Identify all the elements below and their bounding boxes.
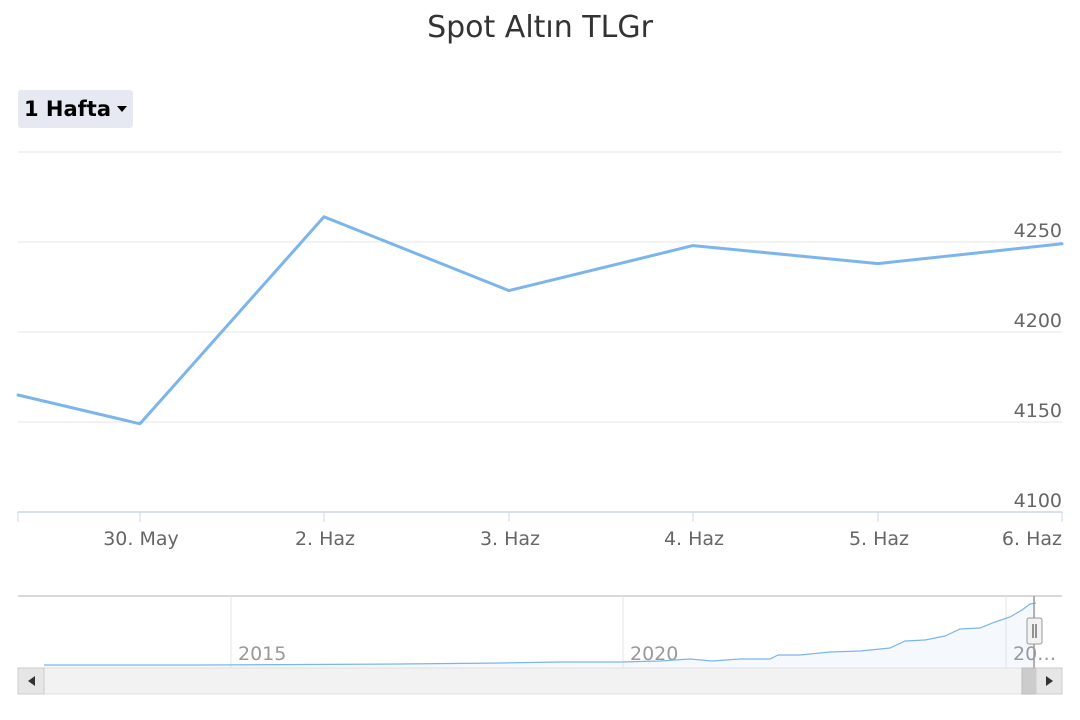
x-tick-label: 30. May: [103, 528, 179, 550]
x-axis: 30. May 2. Haz 3. Haz 4. Haz 5. Haz 6. Haz: [17, 511, 1063, 550]
arrow-right-icon: [1046, 676, 1053, 686]
navigator-tick-label: 2015: [238, 643, 286, 665]
navigator[interactable]: 2015202020…: [18, 595, 1062, 668]
y-tick-label: 4250: [1014, 220, 1062, 242]
scrollbar-track: [17, 667, 1063, 695]
y-tick-label: 4200: [1014, 310, 1062, 332]
x-tick-label: 3. Haz: [480, 528, 540, 550]
navigator-tick-label: 2020: [630, 643, 678, 665]
series-group: [16, 215, 1064, 426]
x-tick-label: 6. Haz: [1002, 528, 1062, 550]
navigator-area: [44, 603, 1036, 668]
grid-lines: [18, 151, 1062, 423]
arrow-left-icon: [28, 676, 35, 686]
chevron-down-icon: [117, 106, 128, 112]
y-tick-label: 4100: [1014, 490, 1062, 512]
x-tick-label: 4. Haz: [664, 528, 724, 550]
scrollbar-thumb[interactable]: [1021, 667, 1037, 695]
range-selector-dropdown[interactable]: 1 Hafta: [18, 90, 134, 128]
chart-title: Spot Altın TLGr: [427, 10, 653, 45]
navigator-background: [18, 596, 1062, 668]
navigator-series-line: [44, 602, 1037, 666]
y-tick-label: 4150: [1014, 400, 1062, 422]
y-axis-labels: 4100 4150 4200 4250: [1014, 220, 1062, 512]
scrollbar[interactable]: [17, 667, 1063, 695]
range-selector-label: 1 Hafta: [24, 97, 112, 121]
series-line: [16, 215, 1064, 426]
x-tick-label: 2. Haz: [295, 528, 355, 550]
navigator-handle[interactable]: [1026, 617, 1043, 645]
x-tick-label: 5. Haz: [849, 528, 909, 550]
